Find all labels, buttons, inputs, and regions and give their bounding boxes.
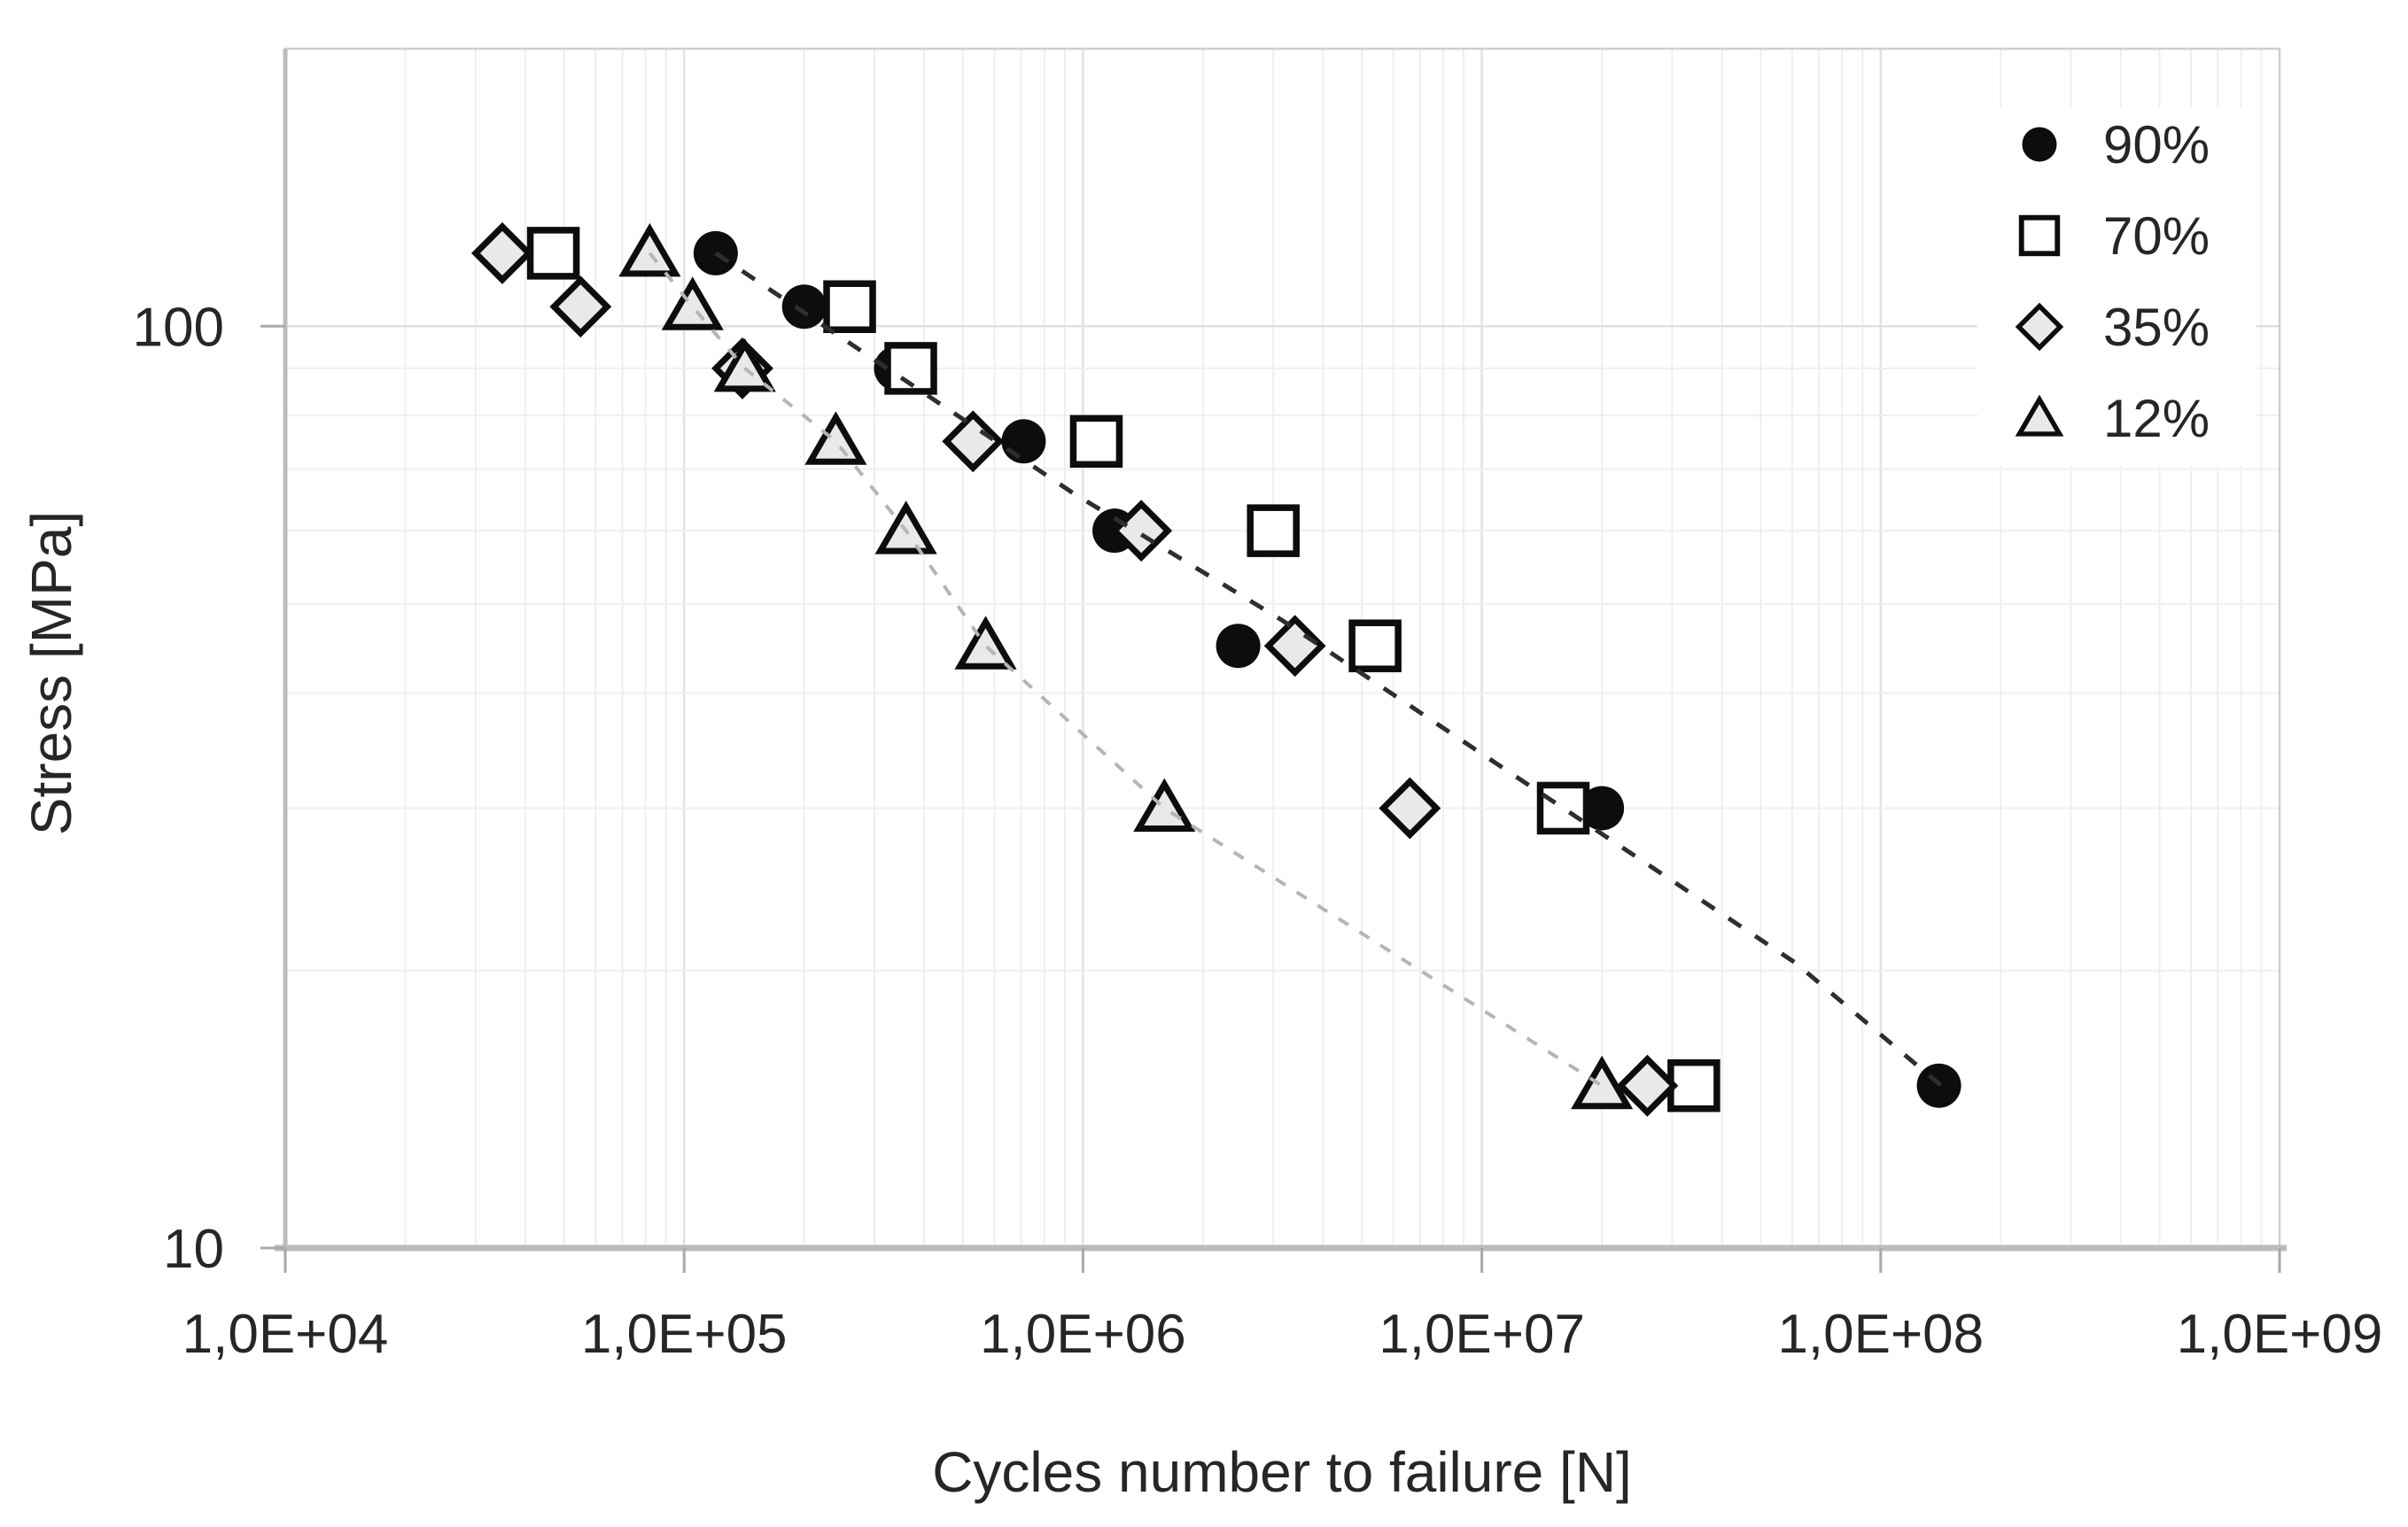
- legend-marker-12pct: [2015, 394, 2064, 437]
- y-axis-title: Stress [MPa]: [19, 511, 83, 835]
- series-90pct: [693, 230, 1961, 1108]
- marker-35pct-6: [1379, 777, 1441, 840]
- y-tick-label-1: 10: [163, 1219, 224, 1280]
- marker-12pct-5: [954, 616, 1017, 670]
- legend-label-70pct: 70%: [2103, 206, 2210, 266]
- x-axis-title: Cycles number to failure [N]: [932, 1440, 1632, 1504]
- marker-90pct-5: [1216, 624, 1261, 669]
- marker-70pct-0: [526, 227, 580, 280]
- x-tick-label-5: 1,0E+09: [2177, 1304, 2383, 1365]
- legend-marker-90pct: [2022, 127, 2057, 162]
- marker-70pct-3: [1069, 415, 1123, 469]
- legend-label-12pct: 12%: [2103, 389, 2210, 448]
- marker-12pct-2: [713, 337, 776, 392]
- marker-90pct-3: [1001, 419, 1046, 464]
- marker-35pct-3: [942, 410, 1005, 473]
- marker-12pct-6: [1133, 778, 1196, 832]
- marker-12pct-7: [1571, 1055, 1634, 1110]
- series-70pct: [526, 227, 1721, 1112]
- x-tick-label-0: 1,0E+04: [183, 1304, 389, 1365]
- marker-90pct-1: [781, 284, 827, 329]
- series-35pct: [470, 221, 1679, 1117]
- marker-70pct-4: [1247, 504, 1300, 557]
- x-tick-label-3: 1,0E+07: [1379, 1304, 1585, 1365]
- legend-marker-70pct: [2018, 214, 2061, 257]
- marker-35pct-5: [1263, 615, 1326, 678]
- marker-70pct-5: [1348, 619, 1402, 672]
- legend-label-90pct: 90%: [2103, 115, 2210, 174]
- marker-12pct-1: [661, 276, 724, 330]
- marker-35pct-1: [549, 275, 612, 338]
- x-tick-label-2: 1,0E+06: [980, 1304, 1186, 1365]
- legend-label-35pct: 35%: [2103, 298, 2210, 357]
- marker-70pct-7: [1667, 1058, 1721, 1112]
- marker-35pct-0: [470, 221, 533, 284]
- y-tick-label-0: 100: [133, 297, 224, 358]
- series-12pct: [618, 222, 1634, 1110]
- legend: 90% 70% 35% 12%: [1977, 108, 2256, 466]
- marker-12pct-3: [804, 411, 867, 465]
- x-tick-label-1: 1,0E+05: [581, 1304, 788, 1365]
- marker-70pct-6: [1536, 781, 1590, 835]
- legend-box: [1977, 108, 2256, 466]
- trend-line-12pct: [648, 252, 1604, 1088]
- marker-12pct-0: [618, 222, 681, 277]
- marker-35pct-7: [1616, 1054, 1679, 1117]
- trend-line-90pct: [714, 251, 1953, 1096]
- legend-marker-35pct: [2015, 302, 2064, 352]
- x-tick-label-4: 1,0E+08: [1777, 1304, 1984, 1365]
- marker-90pct-6: [1580, 786, 1625, 831]
- marker-70pct-1: [823, 280, 876, 333]
